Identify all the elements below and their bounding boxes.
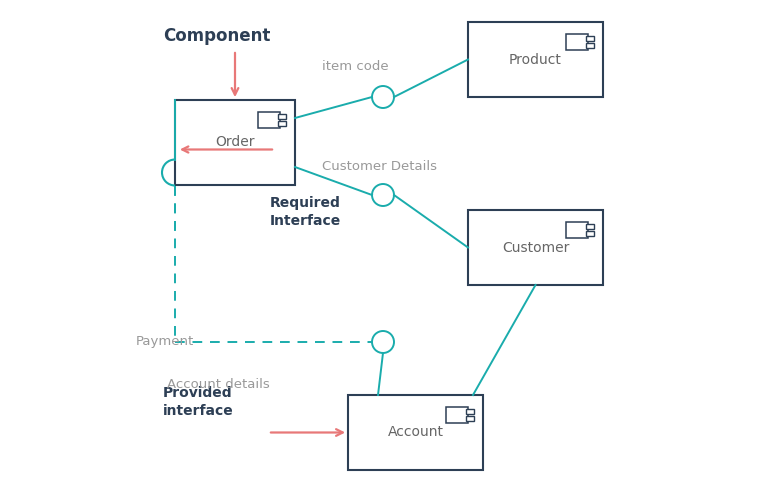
Text: Product: Product [509,53,562,66]
Text: Account details: Account details [167,377,270,390]
Text: Provided
interface: Provided interface [163,386,234,418]
Text: Payment: Payment [136,335,194,349]
Bar [446,407,468,423]
Bar [258,112,280,127]
Bar [566,222,588,238]
Text: Customer Details: Customer Details [322,160,437,173]
Bar [175,100,295,185]
Text: Customer: Customer [502,241,569,254]
Bar [468,22,603,97]
Text: Order: Order [216,135,255,149]
Bar [466,410,474,414]
Bar [586,43,594,48]
Bar [278,115,286,120]
Bar [468,210,603,285]
Text: Component: Component [163,27,270,45]
Bar [586,225,594,229]
Bar [566,34,588,50]
Text: item code: item code [322,60,389,72]
Bar [348,395,483,470]
Text: Account: Account [387,426,444,439]
Bar [586,37,594,41]
Bar [586,231,594,236]
Bar [278,121,286,125]
Text: Required
Interface: Required Interface [270,196,341,228]
Bar [466,416,474,421]
